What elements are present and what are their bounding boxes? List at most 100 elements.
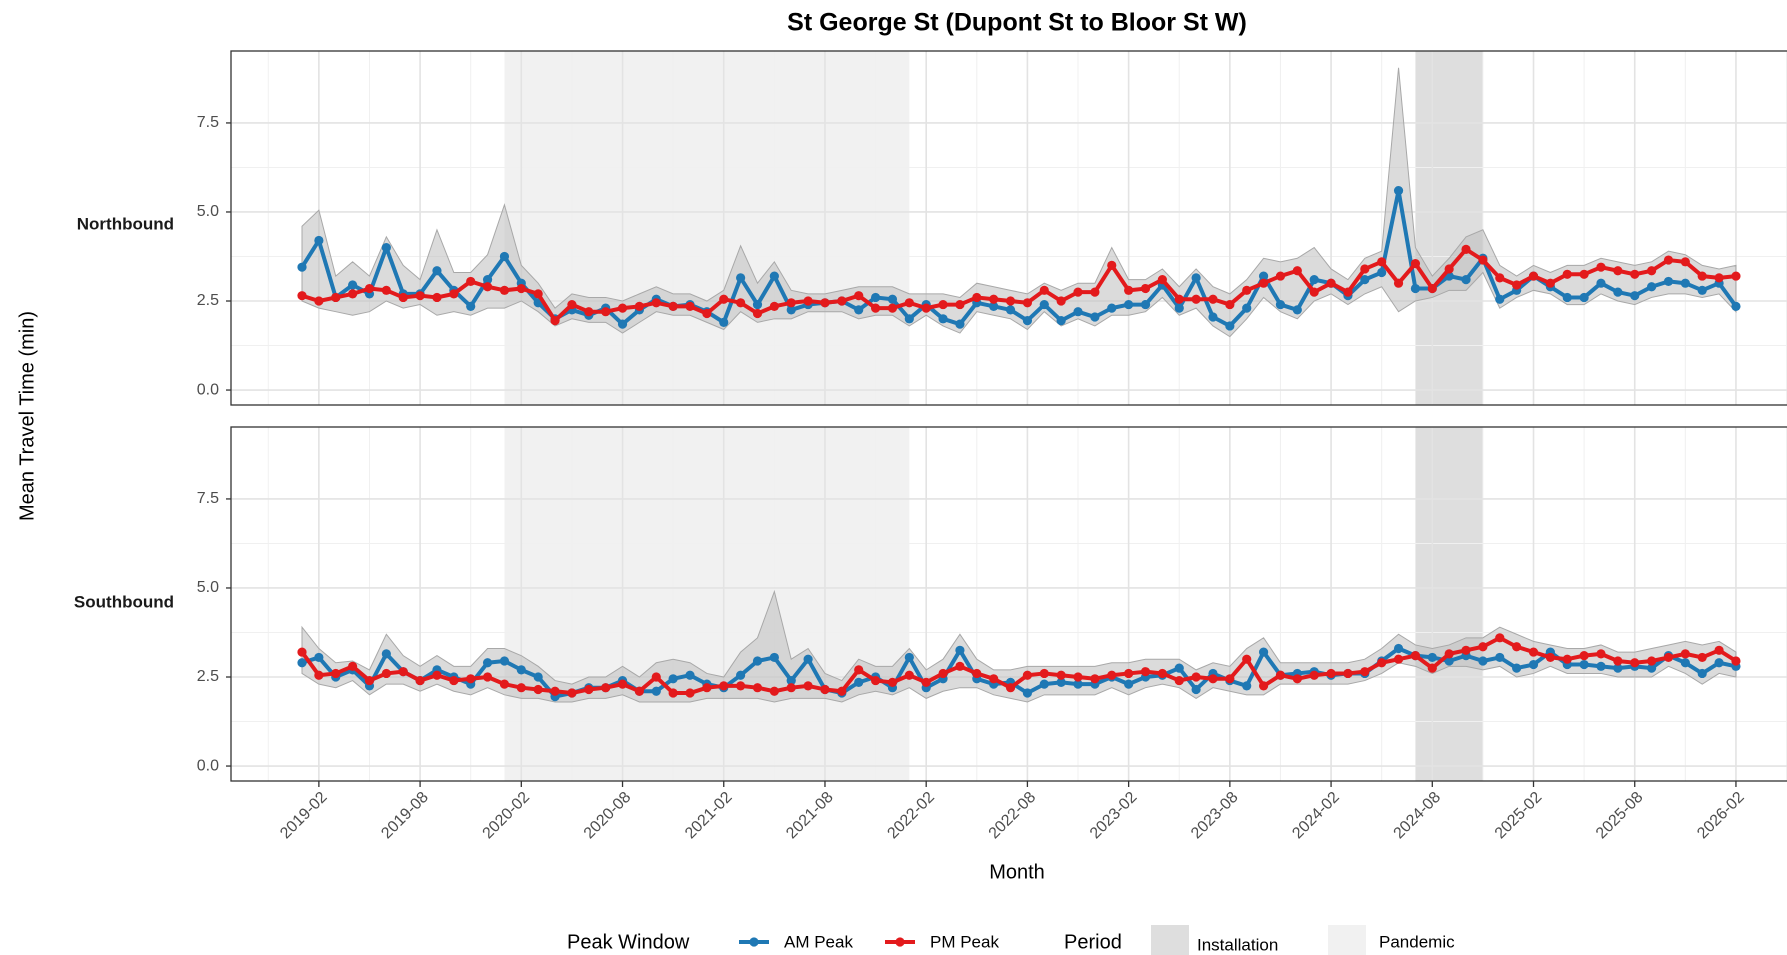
data-point (1258, 681, 1269, 691)
data-point (1377, 658, 1387, 668)
data-point (1410, 283, 1421, 294)
data-point (1714, 273, 1724, 283)
data-point (752, 683, 763, 693)
data-point (1444, 656, 1454, 666)
data-point (820, 298, 830, 308)
data-point (1275, 299, 1286, 310)
data-point (1326, 278, 1336, 288)
data-point (550, 315, 560, 326)
data-point (567, 688, 577, 698)
data-point (1039, 285, 1049, 295)
y-tick-label: 0.0 (197, 757, 219, 774)
data-point (1005, 296, 1016, 306)
data-point (584, 684, 594, 695)
data-point (1731, 271, 1741, 281)
data-point (1056, 296, 1066, 306)
data-point (1579, 292, 1589, 303)
data-point (1073, 287, 1083, 297)
data-point (466, 276, 476, 287)
data-point (1124, 285, 1134, 295)
data-point (904, 670, 914, 680)
panel-border (230, 426, 1787, 782)
data-point (651, 298, 661, 308)
legend-swatch (1151, 925, 1189, 955)
data-point (1360, 264, 1370, 274)
data-point (685, 301, 695, 311)
data-point (1495, 294, 1505, 304)
data-point (1326, 668, 1336, 679)
data-point (1292, 674, 1302, 684)
data-point (1697, 271, 1707, 281)
data-point (1596, 262, 1606, 272)
data-point (651, 686, 661, 696)
facet-label: Northbound (77, 214, 174, 233)
data-point (1647, 282, 1657, 292)
data-point (1258, 647, 1269, 657)
data-point (364, 283, 375, 294)
data-point (1360, 667, 1370, 677)
data-point (989, 301, 999, 311)
data-point (617, 303, 628, 313)
data-point (381, 285, 391, 295)
data-point (1410, 651, 1421, 661)
period-shade (1415, 51, 1483, 405)
data-point (432, 670, 442, 680)
data-point (1697, 285, 1707, 295)
data-point (1697, 652, 1707, 663)
data-point (1360, 275, 1370, 285)
y-tick-label: 5.0 (197, 579, 219, 596)
y-tick-label: 5.0 (197, 203, 219, 220)
data-point (1107, 303, 1117, 313)
y-tick-label: 0.0 (197, 381, 219, 398)
data-point (938, 299, 948, 310)
data-point (820, 684, 830, 695)
data-point (887, 303, 898, 313)
data-point (1731, 301, 1741, 311)
data-point (1292, 305, 1302, 315)
data-point (1056, 670, 1066, 680)
data-point (1039, 679, 1049, 689)
data-point (904, 298, 914, 308)
data-point (533, 289, 543, 299)
data-point (1174, 303, 1184, 313)
data-point (1461, 275, 1471, 285)
data-point (1613, 287, 1623, 297)
data-point (1174, 675, 1184, 686)
data-point (1073, 679, 1083, 689)
data-point (1174, 663, 1184, 673)
data-point (786, 675, 796, 686)
data-point (1545, 652, 1555, 663)
data-point (1714, 645, 1724, 655)
data-point (1191, 294, 1201, 304)
data-point (921, 677, 931, 687)
data-point (955, 661, 965, 671)
data-point (668, 688, 678, 698)
data-point (1225, 674, 1235, 684)
period-shade (1415, 427, 1483, 781)
data-point (449, 675, 459, 686)
data-point (1444, 264, 1454, 274)
data-point (1663, 255, 1674, 265)
data-point (1393, 186, 1404, 196)
data-point (989, 294, 999, 304)
data-point (1427, 652, 1437, 663)
data-point (1512, 280, 1522, 290)
data-point (1140, 283, 1151, 294)
data-point (1056, 677, 1066, 687)
data-point (1242, 285, 1252, 295)
data-point (499, 679, 510, 689)
data-point (584, 307, 594, 317)
data-point (1714, 658, 1724, 668)
data-point (1495, 652, 1505, 663)
data-point (1140, 667, 1151, 677)
data-point (904, 314, 914, 324)
data-point (1191, 684, 1201, 695)
data-point (1393, 643, 1404, 654)
legend-title: Period (1064, 931, 1122, 953)
data-point (1039, 299, 1049, 310)
data-point (769, 686, 779, 696)
data-point (870, 675, 881, 686)
panel (231, 427, 1787, 781)
data-point (938, 668, 948, 679)
